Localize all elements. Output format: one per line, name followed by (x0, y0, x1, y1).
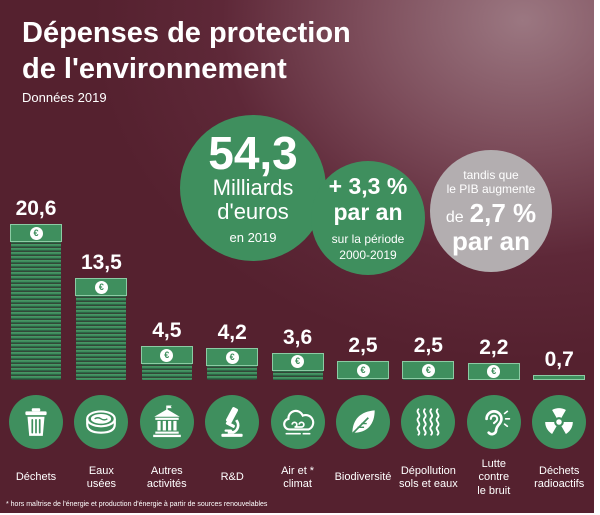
category-label-biodiversite: Biodiversité (334, 471, 392, 484)
value-label-autres-activites: 4,5 (152, 319, 182, 343)
icon-badge-depollution-sols-et-eaux (401, 395, 456, 449)
banknote-top (533, 374, 586, 380)
bar-autres-activites: € (140, 346, 193, 380)
category-label-r-d: R&D (220, 471, 244, 484)
category-label-dechets-radioactifs: Déchets radioactifs (534, 464, 585, 491)
category-label-depollution-sols-et-eaux: Dépollution sols et eaux (399, 464, 458, 491)
banknote-top: € (75, 278, 128, 297)
total-spending-value: 54,3 (208, 127, 298, 179)
bar-dechets: € (10, 224, 62, 380)
banknote-top: € (140, 346, 193, 365)
gdp-rate-prefix: de (445, 208, 464, 226)
growth-rate-value: + 3,3 % (328, 173, 408, 199)
growth-rate-circle: + 3,3 % par an sur la période 2000-2019 (311, 161, 425, 275)
icon-badge-dechets-radioactifs (532, 395, 587, 449)
bar-biodiversite: € (337, 361, 389, 380)
ear-icon (485, 410, 511, 436)
bar-dechets-radioactifs (533, 374, 586, 380)
value-label-depollution-sols-et-eaux: 2,5 (413, 334, 443, 358)
gdp-intro-line2: le PIB augmente (446, 181, 536, 196)
leaf-icon (351, 410, 375, 435)
icon-badge-r-d (205, 395, 260, 449)
total-spending-unit-line1: Milliards (212, 175, 294, 200)
euro-coin-icon: € (487, 365, 501, 378)
bar-r-d: € (206, 348, 259, 380)
banknote-top: € (206, 348, 259, 367)
gdp-rate-unit: par an (451, 225, 531, 256)
bank-building-icon (152, 405, 181, 438)
euro-coin-icon: € (94, 280, 108, 294)
growth-period-range: 2000-2019 (339, 248, 397, 262)
bar-lutte-contre-le-bruit: € (467, 363, 520, 380)
wavy-lines-icon (416, 408, 440, 436)
icon-badge-dechets (9, 395, 63, 449)
banknote-top: € (402, 361, 455, 380)
category-label-air-et-climat: Air et * climat (281, 464, 315, 491)
gdp-intro-line1: tandis que (463, 167, 519, 182)
gdp-rate-value: 2,7 % (469, 197, 537, 228)
total-spending-year: en 2019 (229, 230, 277, 245)
value-label-lutte-contre-le-bruit: 2,2 (479, 336, 509, 360)
total-spending-unit-line2: d'euros (217, 199, 289, 224)
banknote-top: € (467, 363, 520, 380)
euro-coin-icon: € (29, 226, 43, 240)
category-label-autres-activites: Autres activités (146, 464, 187, 491)
category-label-dechets: Déchets (15, 471, 57, 484)
bar-depollution-sols-et-eaux: € (402, 361, 455, 380)
bar-air-et-climat: € (271, 352, 324, 380)
value-label-eaux-usees: 13,5 (80, 251, 122, 275)
icon-badge-biodiversite (336, 395, 390, 449)
wastewater-basin-icon (86, 410, 117, 434)
euro-coin-icon: € (291, 355, 305, 369)
chart-title: Dépenses de protection de l'environnemen… (22, 17, 351, 85)
bar-eaux-usees: € (75, 278, 128, 380)
growth-rate-unit: par an (333, 199, 403, 225)
banknote-top: € (271, 352, 324, 371)
banknote-top: € (337, 361, 389, 380)
banknote-top: € (10, 224, 62, 243)
euro-coin-icon: € (160, 348, 174, 362)
gdp-rate-row: de 2,7 % (446, 199, 536, 227)
chart-subtitle: Données 2019 (22, 90, 107, 105)
cloud-icon (282, 409, 314, 435)
value-label-air-et-climat: 3,6 (282, 325, 313, 349)
euro-coin-icon: € (356, 363, 370, 377)
microscope-icon (221, 407, 243, 437)
icon-badge-lutte-contre-le-bruit (466, 395, 521, 449)
euro-coin-icon: € (421, 363, 435, 377)
value-label-r-d: 4,2 (217, 321, 247, 345)
euro-coin-icon: € (225, 350, 239, 364)
value-label-dechets: 20,6 (15, 197, 57, 221)
category-label-eaux-usees: Eaux usées (86, 464, 117, 491)
category-label-lutte-contre-le-bruit: Lutte contre le bruit (477, 457, 511, 497)
icon-badge-autres-activites (139, 395, 194, 449)
footnote: * hors maîtrise de l'énergie et producti… (6, 501, 268, 508)
radiation-icon (545, 408, 574, 434)
growth-period-label: sur la période (331, 232, 405, 246)
icon-badge-eaux-usees (74, 395, 129, 449)
trash-icon (25, 408, 47, 436)
total-spending-circle: 54,3 Milliards d'euros en 2019 (180, 115, 326, 261)
gdp-growth-circle: tandis que le PIB augmente de 2,7 % par … (430, 150, 552, 272)
value-label-dechets-radioactifs: 0,7 (544, 347, 574, 371)
icon-badge-air-et-climat (270, 395, 325, 449)
value-label-biodiversite: 2,5 (348, 334, 378, 358)
